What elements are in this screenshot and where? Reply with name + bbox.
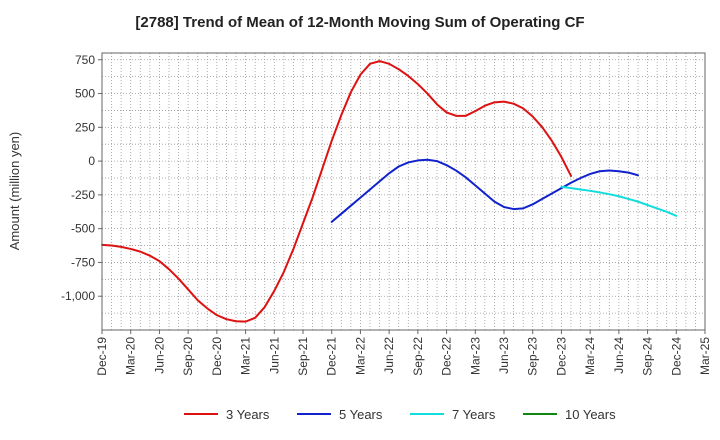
- x-tick-label: Dec-22: [440, 337, 454, 376]
- x-tick-label: Sep-20: [181, 337, 195, 376]
- series-line-7-years: [560, 185, 678, 217]
- x-tick-label: Jun-20: [152, 337, 166, 374]
- x-tick-label: Dec-20: [210, 337, 224, 376]
- grid-lines: [102, 53, 705, 330]
- x-tick-label: Mar-20: [124, 337, 138, 375]
- x-tick-label: Dec-19: [95, 337, 109, 376]
- x-tick-label: Sep-23: [526, 337, 540, 376]
- x-tick-label: Mar-21: [239, 337, 253, 375]
- y-tick-label: 500: [75, 87, 95, 101]
- plot-area-frame: [101, 52, 706, 331]
- chart-title: [2788] Trend of Mean of 12-Month Moving …: [135, 14, 584, 31]
- y-tick-label: -250: [71, 188, 95, 202]
- x-tick-label: Jun-24: [612, 337, 626, 374]
- series-line-3-years: [101, 60, 572, 323]
- series-lines: [101, 60, 678, 323]
- y-tick-label: 0: [88, 154, 95, 168]
- legend-label-5-years: 5 Years: [339, 407, 383, 422]
- legend-label-10-years: 10 Years: [565, 407, 616, 422]
- x-tick-label: Mar-22: [353, 337, 367, 375]
- legend-label-3-years: 3 Years: [226, 407, 270, 422]
- y-tick-label: 750: [75, 53, 95, 67]
- y-tick-label: -750: [71, 255, 95, 269]
- x-tick-label: Mar-23: [468, 337, 482, 375]
- x-tick-label: Sep-21: [296, 337, 310, 376]
- x-tick-label: Mar-24: [583, 337, 597, 375]
- legend: 3 Years 5 Years 7 Years 10 Years: [184, 407, 616, 422]
- x-tick-label: Sep-24: [641, 337, 655, 376]
- y-tick-label: -500: [71, 222, 95, 236]
- x-tick-label: Dec-23: [554, 337, 568, 376]
- y-axis-title: Amount (million yen): [7, 132, 22, 251]
- x-tick-label: Jun-22: [382, 337, 396, 374]
- y-tick-label: 250: [75, 120, 95, 134]
- axis-tick-labels: 750 500 250 0 -250 -500 -750 -1,000 Dec-19 Mar-20…: [61, 53, 712, 376]
- x-tick-label: Dec-21: [325, 337, 339, 376]
- x-tick-label: Dec-24: [669, 337, 683, 376]
- legend-label-7-years: 7 Years: [452, 407, 496, 422]
- x-tick-label: Jun-23: [497, 337, 511, 374]
- x-tick-label: Sep-22: [411, 337, 425, 376]
- x-tick-label: Mar-25: [698, 337, 712, 375]
- y-tick-label: -1,000: [61, 289, 95, 303]
- x-tick-label: Jun-21: [267, 337, 281, 374]
- series-line-5-years: [330, 158, 639, 223]
